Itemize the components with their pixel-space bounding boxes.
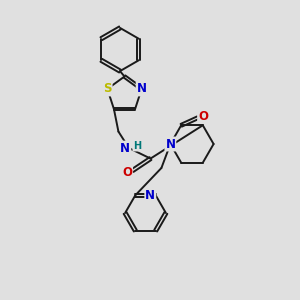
Text: N: N	[165, 137, 176, 151]
Text: O: O	[198, 110, 208, 123]
Text: N: N	[136, 82, 147, 95]
Text: N: N	[145, 189, 155, 202]
Text: H: H	[133, 141, 141, 151]
Text: N: N	[120, 142, 130, 154]
Text: O: O	[122, 166, 132, 178]
Text: S: S	[103, 82, 112, 95]
